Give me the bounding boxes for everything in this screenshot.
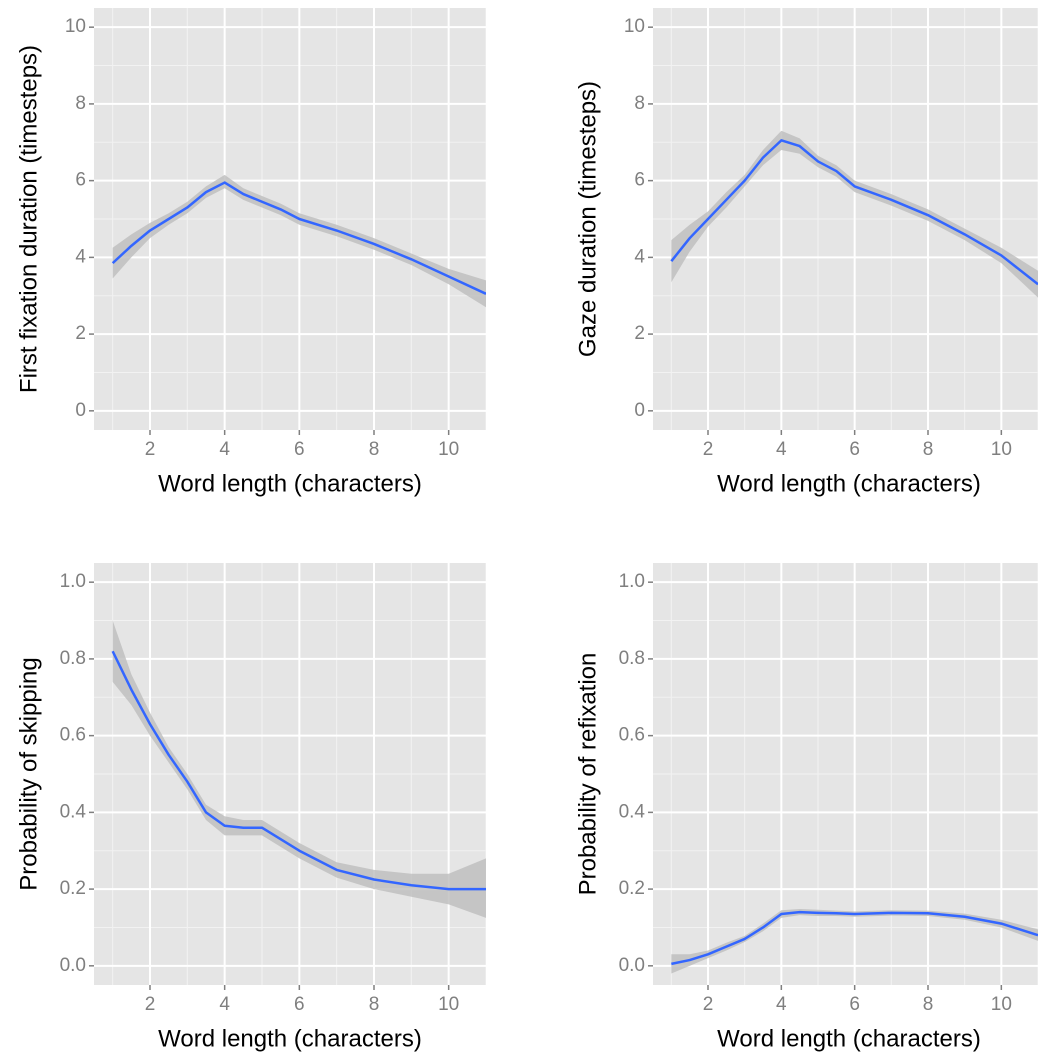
y-tick-label: 0.4 [619, 801, 646, 822]
y-tick-label: 2 [634, 323, 645, 344]
x-tick-label: 8 [923, 439, 934, 460]
plot-area [653, 8, 1038, 430]
x-tick-label: 2 [145, 439, 156, 460]
y-tick-label: 0.2 [60, 878, 86, 899]
plot-area [94, 563, 486, 985]
y-axis-title: Probability of refixation [574, 653, 601, 896]
y-tick-label: 0.0 [619, 955, 645, 976]
x-axis-title: Word length (characters) [158, 1025, 422, 1052]
x-tick-label: 8 [923, 994, 934, 1015]
y-tick-label: 0.2 [619, 878, 645, 899]
y-tick-label: 0.6 [619, 725, 645, 746]
y-tick-label: 1.0 [60, 571, 86, 592]
panel: 2 4 6 8 10 0 2 4 6 8 10 Word length (characters) Gaz… [574, 8, 1038, 497]
x-axis-title: Word length (characters) [717, 1025, 981, 1052]
x-tick-label: 8 [369, 994, 380, 1015]
y-tick-label: 0.0 [60, 955, 86, 976]
y-tick-label: 8 [634, 93, 645, 114]
plot-area [94, 8, 486, 430]
panel: 2 4 6 8 10 0.0 0.2 0.4 0.6 0.8 1.0 Word length (cha… [15, 563, 486, 1052]
x-tick-label: 4 [776, 439, 787, 460]
x-tick-label: 10 [438, 439, 459, 460]
smooth-line [671, 910, 1038, 966]
x-tick-label: 4 [219, 994, 230, 1015]
y-tick-label: 10 [65, 16, 86, 37]
x-tick-label: 2 [145, 994, 156, 1015]
smooth-line [111, 181, 486, 295]
plot-area [653, 563, 1038, 985]
x-tick-label: 6 [294, 439, 305, 460]
y-tick-label: 10 [624, 16, 645, 37]
y-tick-label: 0.6 [60, 725, 86, 746]
y-tick-label: 0.8 [60, 648, 86, 669]
x-tick-label: 2 [703, 994, 714, 1015]
y-tick-label: 6 [634, 170, 645, 191]
smooth-line [111, 650, 486, 891]
x-axis-title: Word length (characters) [158, 470, 422, 497]
y-tick-label: 8 [75, 93, 86, 114]
panel: 2 4 6 8 10 0.0 0.2 0.4 0.6 0.8 1.0 Word length (cha… [574, 563, 1038, 1052]
x-tick-label: 6 [849, 439, 860, 460]
y-axis-title: Probability of skipping [15, 657, 42, 890]
x-tick-label: 10 [438, 994, 459, 1015]
x-tick-label: 6 [849, 994, 860, 1015]
y-tick-label: 6 [75, 170, 86, 191]
x-tick-label: 10 [991, 439, 1012, 460]
x-tick-label: 4 [776, 994, 787, 1015]
smooth-line [670, 139, 1038, 286]
y-tick-label: 1.0 [619, 571, 645, 592]
y-axis-title: First fixation duration (timesteps) [15, 45, 42, 393]
y-tick-label: 0.8 [619, 648, 645, 669]
y-tick-label: 0 [634, 400, 645, 421]
panel: 2 4 6 8 10 0 2 4 6 8 10 Word length (characters) Fir… [15, 8, 486, 497]
y-axis-title: Gaze duration (timesteps) [574, 81, 601, 357]
x-axis-title: Word length (characters) [717, 470, 981, 497]
y-tick-label: 2 [75, 323, 86, 344]
x-tick-label: 4 [219, 439, 230, 460]
confidence-band [671, 909, 1038, 974]
x-tick-label: 8 [369, 439, 380, 460]
y-tick-label: 4 [634, 246, 645, 267]
x-tick-label: 2 [703, 439, 714, 460]
x-tick-label: 6 [294, 994, 305, 1015]
y-tick-label: 4 [75, 246, 86, 267]
y-tick-label: 0.4 [60, 801, 87, 822]
x-tick-label: 10 [991, 994, 1012, 1015]
y-tick-label: 0 [75, 400, 86, 421]
